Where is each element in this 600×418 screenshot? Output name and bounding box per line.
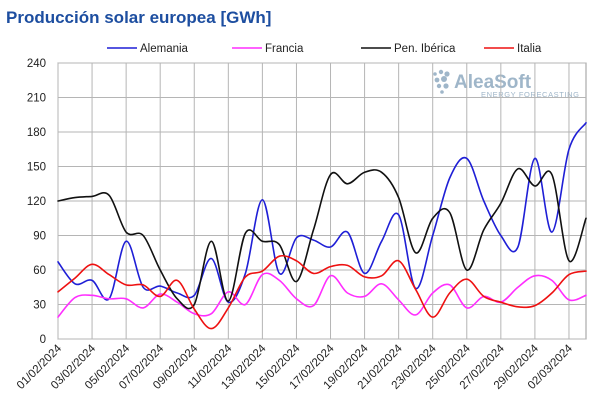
legend-label-italia: Italia [517,43,542,55]
series-group [57,122,587,330]
y-tick-label: 150 [27,162,46,174]
series-line-italia [57,254,587,330]
x-axis: 01/02/202403/02/202405/02/202407/02/2024… [15,342,576,392]
series-line-alemania [57,122,587,304]
aleasoft-logo: AleaSoft ENERGY FORECASTING [433,69,580,99]
legend: Alemania Francia Pen. Ibérica Italia [107,43,542,55]
brand-name: AleaSoft [454,72,532,93]
legend-label-alemania: Alemania [140,43,189,55]
legend-label-pen-ib-rica: Pen. Ibérica [394,43,456,55]
y-tick-label: 0 [40,334,46,346]
y-tick-label: 240 [27,58,46,70]
y-axis: 0 30 60 90 120 150 180 210 240 [27,58,46,346]
aleasoft-dots-icon [433,69,450,94]
y-tick-label: 60 [33,265,46,277]
y-tick-label: 30 [33,300,46,312]
brand-tagline: ENERGY FORECASTING [481,90,580,99]
series-line-pen-ib-rica [57,167,587,310]
chart-title: Producción solar europea [GWh] [6,8,271,27]
series-line-francia [57,272,587,318]
y-tick-label: 90 [33,231,46,243]
y-tick-label: 120 [27,196,46,208]
legend-label-francia: Francia [265,43,304,55]
y-tick-label: 210 [27,93,46,105]
grid [57,62,586,340]
y-tick-label: 180 [27,127,46,139]
